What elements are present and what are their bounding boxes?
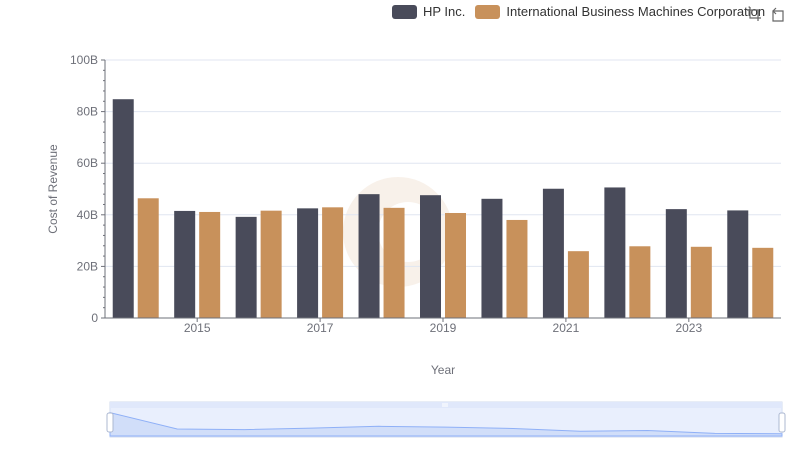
x-tick-label: 2017 <box>307 321 334 335</box>
bar-ibm-2018[interactable] <box>383 207 405 318</box>
y-tick-label: 40B <box>77 208 98 222</box>
x-axis-label: Year <box>431 363 455 377</box>
legend-label-ibm: International Business Machines Corporat… <box>506 4 766 19</box>
legend-swatch-hp <box>392 4 417 19</box>
x-tick-label: 2015 <box>184 321 211 335</box>
bar-ibm-2019[interactable] <box>445 212 466 318</box>
bar-hp-2016[interactable] <box>235 216 257 318</box>
bar-hp-2023[interactable] <box>665 209 687 318</box>
bar-ibm-2015[interactable] <box>199 211 221 318</box>
bar-ibm-2021[interactable] <box>567 251 589 318</box>
legend-item-ibm[interactable]: International Business Machines Corporat… <box>475 4 765 19</box>
x-tick-label: 2021 <box>553 321 580 335</box>
data-zoom-right-handle[interactable] <box>778 412 786 433</box>
y-axis: 0 20B 40B 60B 80B 100B <box>70 53 106 325</box>
x-axis: 2015 2017 2019 2021 2023 <box>105 317 781 335</box>
bar-hp-2017[interactable] <box>297 208 319 318</box>
legend: HP Inc. International Business Machines … <box>392 4 775 19</box>
data-zoom-left-handle[interactable] <box>106 412 114 433</box>
y-tick-label: 60B <box>77 156 98 170</box>
bar-hp-2020[interactable] <box>481 198 503 318</box>
toolbox <box>746 6 786 22</box>
x-tick-label: 2023 <box>675 321 702 335</box>
data-zoom-grip-icon[interactable] <box>442 403 448 407</box>
bar-ibm-2017[interactable] <box>322 207 344 318</box>
data-zoom-top-bar[interactable] <box>110 402 782 408</box>
bar-hp-2018[interactable] <box>358 194 380 318</box>
zoom-select-icon[interactable] <box>746 6 762 22</box>
legend-item-hp[interactable]: HP Inc. <box>392 4 465 19</box>
bar-ibm-2020[interactable] <box>506 219 528 318</box>
zoom-reset-icon[interactable] <box>770 6 786 22</box>
legend-label-hp: HP Inc. <box>423 4 466 19</box>
bar-ibm-2022[interactable] <box>629 246 651 318</box>
bar-hp-2021[interactable] <box>542 188 564 318</box>
x-tick-label: 2019 <box>430 321 457 335</box>
bar-ibm-2014[interactable] <box>137 198 159 318</box>
bar-hp-2019[interactable] <box>420 195 441 318</box>
bar-ibm-2023[interactable] <box>690 246 712 318</box>
bar-hp-2014[interactable] <box>112 99 134 318</box>
y-tick-label: 20B <box>77 259 98 273</box>
data-zoom-slider[interactable] <box>106 401 786 438</box>
bars <box>112 99 774 318</box>
data-zoom-preview-line <box>109 411 783 437</box>
bar-hp-2015[interactable] <box>174 210 196 318</box>
bar-hp-2024[interactable] <box>727 210 749 318</box>
y-tick-label: 80B <box>77 105 98 119</box>
bar-ibm-2016[interactable] <box>260 210 282 318</box>
bar-hp-2022[interactable] <box>604 187 626 318</box>
legend-swatch-ibm <box>475 4 501 19</box>
bar-ibm-2024[interactable] <box>752 247 774 318</box>
y-axis-label: Cost of Revenue <box>46 144 60 234</box>
y-tick-label: 100B <box>70 53 98 67</box>
y-tick-label: 0 <box>91 311 98 325</box>
